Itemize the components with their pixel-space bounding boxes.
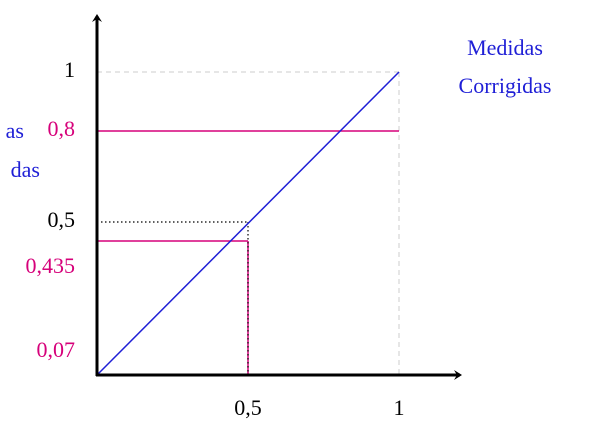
identity-line bbox=[96, 71, 400, 376]
x-label: 1 bbox=[394, 395, 405, 420]
y-label: 0,07 bbox=[37, 337, 76, 362]
axis-title: das bbox=[11, 157, 40, 182]
y-label: 0,5 bbox=[48, 207, 76, 232]
y-label: 1 bbox=[64, 57, 75, 82]
x-label: 0,5 bbox=[234, 395, 262, 420]
axis-title: as bbox=[6, 118, 24, 143]
y-label: 0,435 bbox=[26, 253, 76, 278]
axis-title: Medidas bbox=[467, 35, 543, 60]
y-label: 0,8 bbox=[48, 116, 76, 141]
axis-title: Corrigidas bbox=[459, 73, 552, 98]
